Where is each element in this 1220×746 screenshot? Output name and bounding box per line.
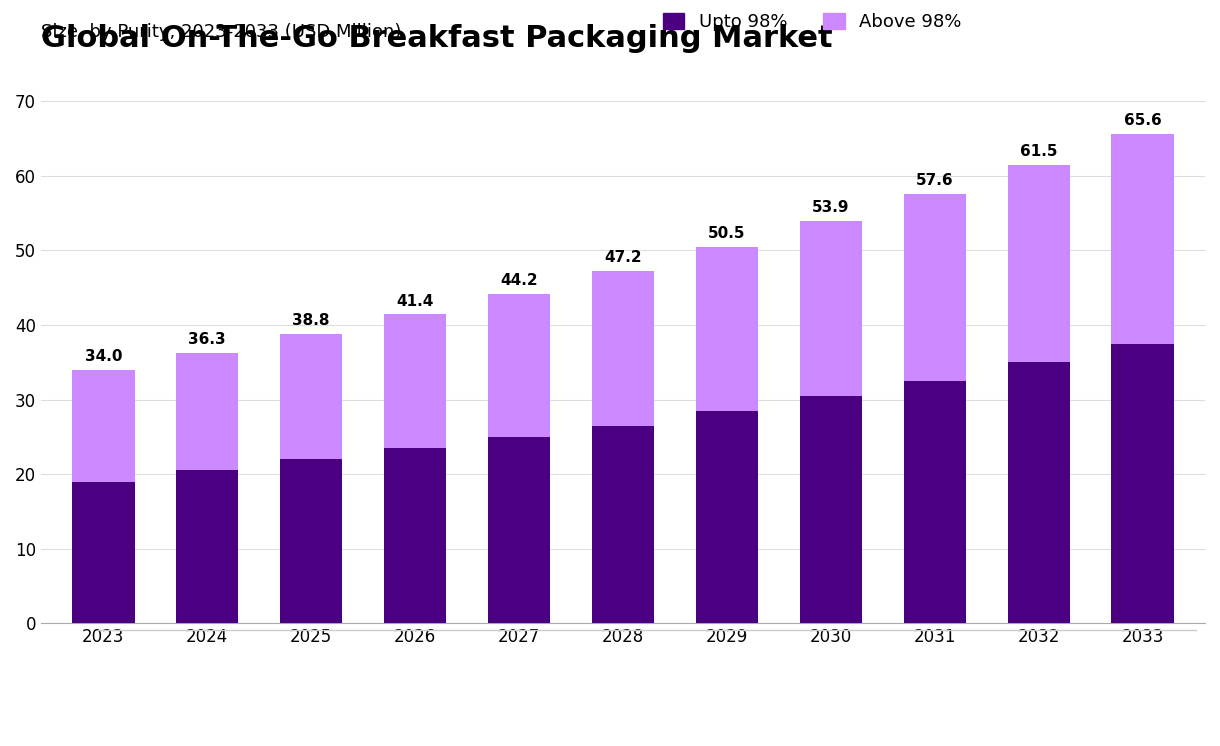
- Text: ONE STOP SHOP FOR THE REPORTS: ONE STOP SHOP FOR THE REPORTS: [1008, 703, 1166, 712]
- Bar: [592, 272, 654, 426]
- Bar: [799, 396, 863, 624]
- Text: 47.2: 47.2: [604, 250, 642, 266]
- Bar: [1008, 363, 1070, 624]
- Text: Size, by Purity, 2023-2033 (USD Million): Size, by Purity, 2023-2033 (USD Million): [41, 23, 401, 41]
- Text: 6.8%: 6.8%: [245, 671, 353, 709]
- Bar: [592, 426, 654, 624]
- Text: Ⓜ: Ⓜ: [952, 676, 970, 705]
- Text: 53.9: 53.9: [813, 200, 849, 216]
- Text: Size for 2033 in USD:: Size for 2033 in USD:: [443, 698, 656, 716]
- Text: 50.5: 50.5: [708, 225, 745, 241]
- Bar: [281, 334, 343, 460]
- Bar: [384, 315, 447, 448]
- Text: $65.6M: $65.6M: [699, 671, 860, 709]
- Text: 57.6: 57.6: [916, 172, 954, 188]
- Text: At the CAGR of:: At the CAGR of:: [65, 700, 222, 718]
- Bar: [1111, 134, 1174, 344]
- Bar: [1008, 165, 1070, 363]
- Bar: [384, 448, 447, 624]
- Text: 41.4: 41.4: [396, 293, 434, 309]
- Bar: [904, 194, 966, 381]
- Legend: Upto 98%, Above 98%: Upto 98%, Above 98%: [655, 6, 969, 38]
- Bar: [176, 353, 238, 471]
- Bar: [72, 482, 134, 624]
- Text: 36.3: 36.3: [188, 331, 226, 347]
- Bar: [176, 471, 238, 624]
- Bar: [488, 294, 550, 437]
- Text: 61.5: 61.5: [1020, 143, 1058, 159]
- Text: The Forecasted Market: The Forecasted Market: [443, 655, 676, 674]
- Bar: [488, 437, 550, 624]
- Text: The Market will Grow: The Market will Grow: [65, 662, 279, 681]
- Bar: [695, 411, 758, 624]
- Text: Global On-The-Go Breakfast Packaging Market: Global On-The-Go Breakfast Packaging Mar…: [41, 24, 832, 53]
- Text: market.us: market.us: [1008, 659, 1133, 679]
- Text: 38.8: 38.8: [293, 313, 329, 328]
- Text: 65.6: 65.6: [1124, 113, 1161, 128]
- Text: 44.2: 44.2: [500, 272, 538, 288]
- Bar: [72, 370, 134, 482]
- Bar: [281, 460, 343, 624]
- Bar: [799, 222, 863, 396]
- Bar: [1111, 344, 1174, 624]
- Bar: [695, 247, 758, 411]
- Bar: [904, 381, 966, 624]
- Text: 34.0: 34.0: [84, 348, 122, 364]
